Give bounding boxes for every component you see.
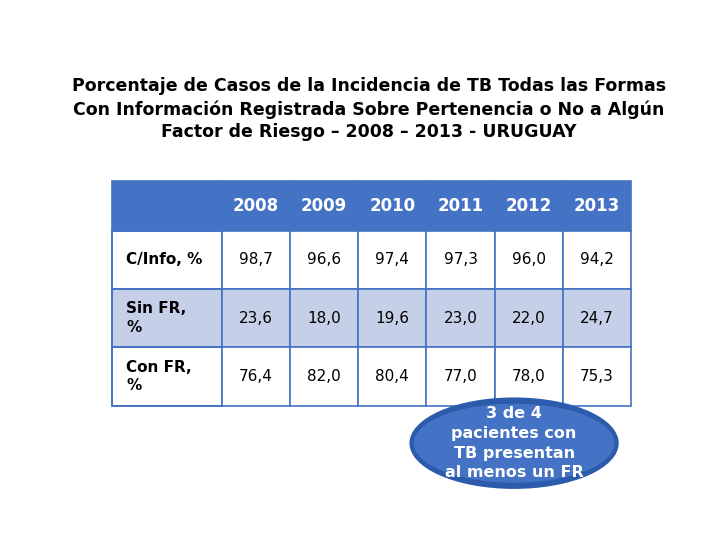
Text: 22,0: 22,0: [512, 310, 546, 326]
Text: 2008: 2008: [233, 197, 279, 215]
FancyBboxPatch shape: [358, 181, 426, 231]
FancyBboxPatch shape: [222, 289, 290, 347]
FancyBboxPatch shape: [495, 181, 563, 231]
FancyBboxPatch shape: [112, 181, 222, 231]
FancyBboxPatch shape: [222, 181, 290, 231]
Text: Factor de Riesgo – 2008 – 2013 - URUGUAY: Factor de Riesgo – 2008 – 2013 - URUGUAY: [161, 123, 577, 141]
FancyBboxPatch shape: [358, 289, 426, 347]
FancyBboxPatch shape: [112, 231, 222, 289]
FancyBboxPatch shape: [426, 289, 495, 347]
FancyBboxPatch shape: [495, 231, 563, 289]
Text: 19,6: 19,6: [375, 310, 409, 326]
Text: 80,4: 80,4: [375, 369, 409, 384]
Text: 78,0: 78,0: [512, 369, 546, 384]
FancyBboxPatch shape: [426, 231, 495, 289]
Text: 23,0: 23,0: [444, 310, 477, 326]
Text: Sin FR,
%: Sin FR, %: [126, 301, 186, 335]
Text: 2009: 2009: [301, 197, 347, 215]
Text: Porcentaje de Casos de la Incidencia de TB Todas las Formas: Porcentaje de Casos de la Incidencia de …: [72, 77, 666, 95]
FancyBboxPatch shape: [358, 231, 426, 289]
Text: Con FR,
%: Con FR, %: [126, 360, 192, 393]
FancyBboxPatch shape: [563, 347, 631, 406]
FancyBboxPatch shape: [112, 347, 222, 406]
Text: 97,3: 97,3: [444, 252, 477, 267]
Text: Con Información Registrada Sobre Pertenencia o No a Algún: Con Información Registrada Sobre Pertene…: [73, 100, 665, 119]
FancyBboxPatch shape: [426, 347, 495, 406]
FancyBboxPatch shape: [563, 181, 631, 231]
FancyBboxPatch shape: [563, 289, 631, 347]
FancyBboxPatch shape: [426, 181, 495, 231]
Text: 2010: 2010: [369, 197, 415, 215]
Text: 76,4: 76,4: [239, 369, 273, 384]
Text: 2012: 2012: [505, 197, 552, 215]
FancyBboxPatch shape: [495, 347, 563, 406]
FancyBboxPatch shape: [495, 289, 563, 347]
FancyBboxPatch shape: [112, 289, 222, 347]
Text: 18,0: 18,0: [307, 310, 341, 326]
Text: C/Info, %: C/Info, %: [126, 252, 202, 267]
Text: 96,0: 96,0: [512, 252, 546, 267]
Text: 97,4: 97,4: [375, 252, 409, 267]
Text: 82,0: 82,0: [307, 369, 341, 384]
Ellipse shape: [410, 397, 618, 489]
Text: 23,6: 23,6: [239, 310, 273, 326]
Text: 98,7: 98,7: [239, 252, 273, 267]
Text: 75,3: 75,3: [580, 369, 614, 384]
FancyBboxPatch shape: [358, 347, 426, 406]
FancyBboxPatch shape: [222, 347, 290, 406]
FancyBboxPatch shape: [290, 231, 358, 289]
Ellipse shape: [413, 404, 615, 483]
Text: 96,6: 96,6: [307, 252, 341, 267]
Text: 94,2: 94,2: [580, 252, 614, 267]
FancyBboxPatch shape: [563, 231, 631, 289]
Text: 2013: 2013: [574, 197, 620, 215]
Text: 2011: 2011: [438, 197, 484, 215]
Text: 3 de 4
pacientes con
TB presentan
al menos un FR: 3 de 4 pacientes con TB presentan al men…: [445, 406, 583, 481]
FancyBboxPatch shape: [222, 231, 290, 289]
Text: 24,7: 24,7: [580, 310, 614, 326]
FancyBboxPatch shape: [290, 347, 358, 406]
FancyBboxPatch shape: [290, 289, 358, 347]
Text: 77,0: 77,0: [444, 369, 477, 384]
FancyBboxPatch shape: [290, 181, 358, 231]
